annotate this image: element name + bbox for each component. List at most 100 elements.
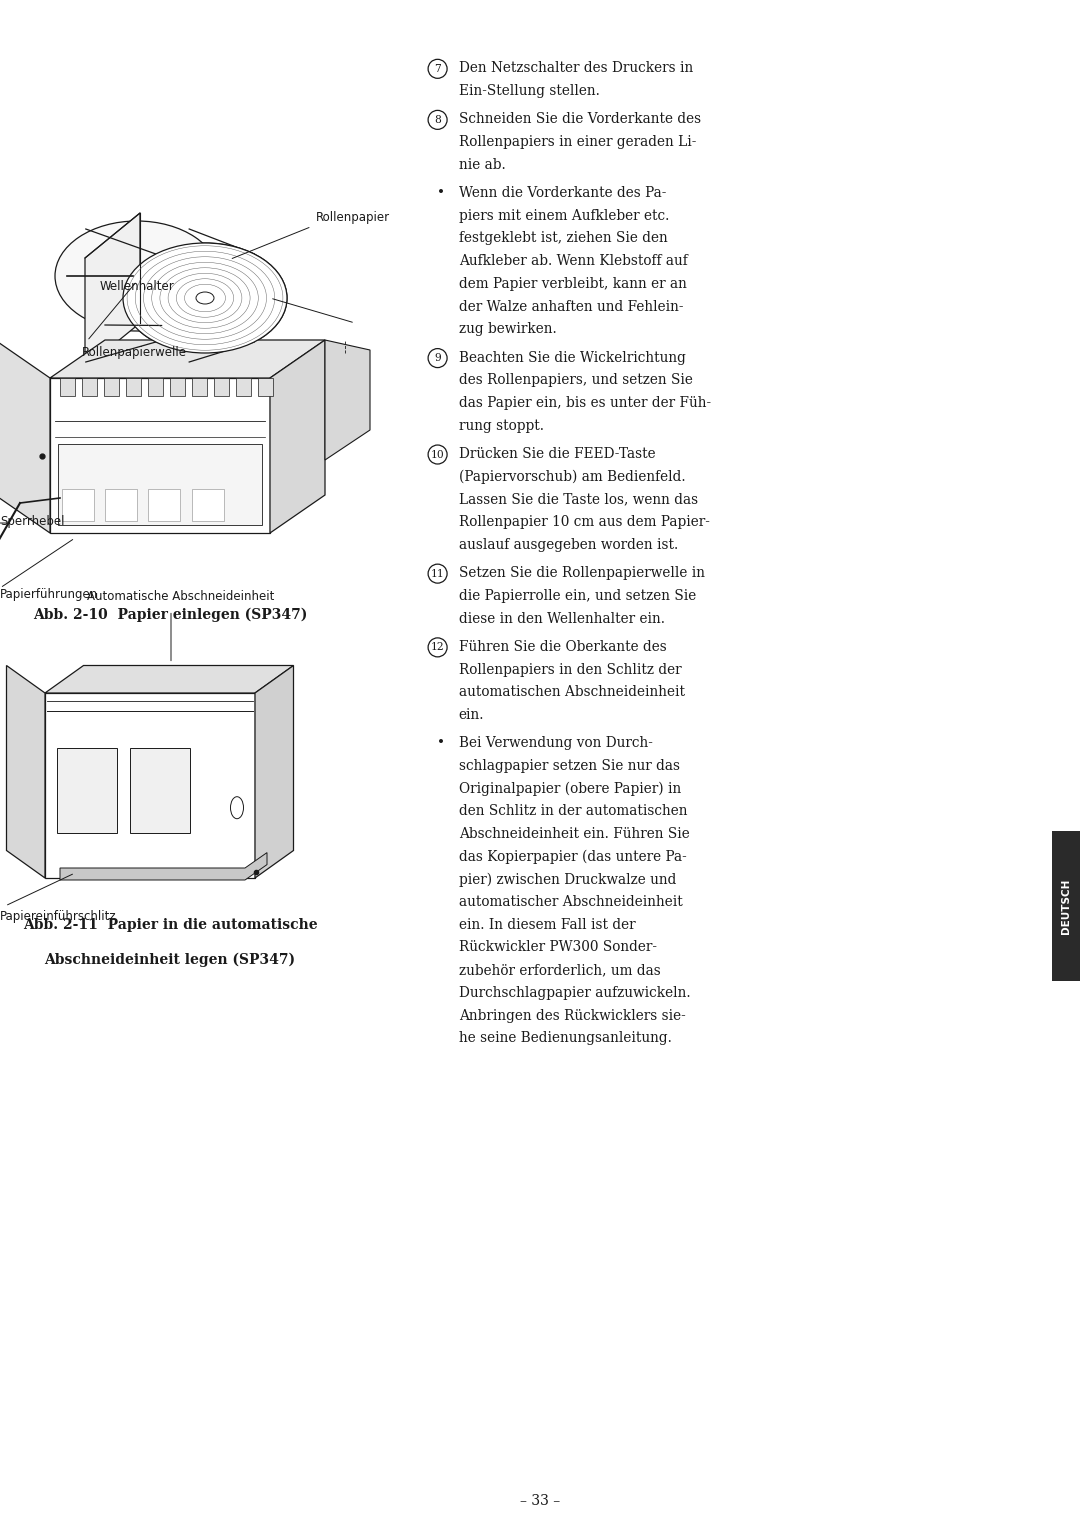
Text: Bei Verwendung von Durch-: Bei Verwendung von Durch- [459,736,652,750]
Text: Rückwickler PW300 Sonder-: Rückwickler PW300 Sonder- [459,941,657,955]
Text: 9: 9 [434,353,441,363]
Text: 8: 8 [434,115,441,124]
Text: (Papiervorschub) am Bedienfeld.: (Papiervorschub) am Bedienfeld. [459,469,685,484]
Text: Rollenpapier: Rollenpapier [315,210,390,224]
Text: 7: 7 [434,64,441,74]
Text: Automatische Abschneideinheit: Automatische Abschneideinheit [87,590,274,604]
Polygon shape [255,665,294,878]
Text: Abschneideinheit ein. Führen Sie: Abschneideinheit ein. Führen Sie [459,828,689,842]
Text: das Kopierpapier (das untere Pa-: das Kopierpapier (das untere Pa- [459,849,687,865]
Text: Schneiden Sie die Vorderkante des: Schneiden Sie die Vorderkante des [459,112,701,126]
Bar [237,379,251,396]
Text: zubehör erforderlich, um das: zubehör erforderlich, um das [459,963,660,977]
Text: pier) zwischen Druckwalze und: pier) zwischen Druckwalze und [459,872,676,886]
Text: piers mit einem Aufkleber etc.: piers mit einem Aufkleber etc. [459,208,669,222]
Text: Aufkleber ab. Wenn Klebstoff auf: Aufkleber ab. Wenn Klebstoff auf [459,254,687,268]
Text: dem Papier verbleibt, kann er an: dem Papier verbleibt, kann er an [459,277,687,291]
Text: festgeklebt ist, ziehen Sie den: festgeklebt ist, ziehen Sie den [459,231,667,245]
Text: •: • [436,185,445,201]
Text: Abb. 2-11  Papier in die automatische: Abb. 2-11 Papier in die automatische [23,918,318,932]
Ellipse shape [123,244,287,353]
Bar [258,379,273,396]
Text: •: • [436,736,445,750]
Polygon shape [85,213,140,368]
Text: Abschneideinheit legen (SP347): Abschneideinheit legen (SP347) [44,954,296,967]
Text: – 33 –: – 33 – [519,1495,561,1508]
Text: Originalpapier (obere Papier) in: Originalpapier (obere Papier) in [459,782,680,796]
Text: Abb. 2-10  Papier einlegen (SP347): Abb. 2-10 Papier einlegen (SP347) [32,609,307,622]
Ellipse shape [195,291,214,304]
Text: Setzen Sie die Rollenpapierwelle in: Setzen Sie die Rollenpapierwelle in [459,566,704,579]
Text: Führen Sie die Oberkante des: Führen Sie die Oberkante des [459,639,666,655]
Bar [214,379,229,396]
Bar [62,489,94,521]
Text: nie ab.: nie ab. [459,158,505,172]
Text: Rollenpapierwelle: Rollenpapierwelle [82,346,187,359]
Text: schlagpapier setzen Sie nur das: schlagpapier setzen Sie nur das [459,759,679,773]
Text: 11: 11 [431,569,445,578]
Text: automatischen Abschneideinheit: automatischen Abschneideinheit [459,685,685,699]
Polygon shape [60,852,267,880]
Text: automatischer Abschneideinheit: automatischer Abschneideinheit [459,895,683,909]
Text: Rollenpapier 10 cm aus dem Papier-: Rollenpapier 10 cm aus dem Papier- [459,515,710,529]
Bar [192,489,224,521]
Text: diese in den Wellenhalter ein.: diese in den Wellenhalter ein. [459,612,664,625]
Bar [126,379,141,396]
Text: die Papierrolle ein, und setzen Sie: die Papierrolle ein, und setzen Sie [459,589,696,602]
Text: 10: 10 [431,449,445,460]
Bar [57,748,117,832]
Text: Anbringen des Rückwicklers sie-: Anbringen des Rückwicklers sie- [459,1009,686,1023]
Text: Den Netzschalter des Druckers in: Den Netzschalter des Druckers in [459,61,693,75]
Bar [60,379,75,396]
Text: Rollenpapiers in den Schlitz der: Rollenpapiers in den Schlitz der [459,662,681,676]
Bar [105,489,137,521]
Text: DEUTSCH: DEUTSCH [1061,878,1071,934]
Bar [1052,831,1080,981]
Text: Rollenpapiers in einer geraden Li-: Rollenpapiers in einer geraden Li- [459,135,696,149]
Text: Papiereinführschlitz: Papiereinführschlitz [0,911,117,923]
Text: der Walze anhaften und Fehlein-: der Walze anhaften und Fehlein- [459,299,684,314]
Bar [45,693,255,878]
Text: das Papier ein, bis es unter der Füh-: das Papier ein, bis es unter der Füh- [459,396,711,409]
Bar [82,379,97,396]
Circle shape [428,110,447,129]
Bar [58,445,262,524]
Polygon shape [270,340,325,533]
Bar [170,379,185,396]
Text: Sperrhebel: Sperrhebel [0,515,65,527]
Text: des Rollenpapiers, und setzen Sie: des Rollenpapiers, und setzen Sie [459,374,692,388]
Circle shape [428,638,447,656]
Ellipse shape [123,244,287,353]
Text: Wenn die Vorderkante des Pa-: Wenn die Vorderkante des Pa- [459,185,666,201]
Ellipse shape [55,221,219,331]
Text: 12: 12 [431,642,444,653]
Bar [50,379,270,533]
Text: ein.: ein. [459,708,484,722]
Text: auslauf ausgegeben worden ist.: auslauf ausgegeben worden ist. [459,538,678,552]
Text: Durchschlagpapier aufzuwickeln.: Durchschlagpapier aufzuwickeln. [459,986,690,1000]
Polygon shape [325,340,370,460]
Polygon shape [6,665,45,878]
Text: den Schlitz in der automatischen: den Schlitz in der automatischen [459,805,687,819]
Text: Papierführungen: Papierführungen [0,589,98,601]
Text: he seine Bedienungsanleitung.: he seine Bedienungsanleitung. [459,1032,672,1046]
Polygon shape [0,340,50,533]
Circle shape [428,348,447,368]
Circle shape [428,445,447,464]
Text: Ein-Stellung stellen.: Ein-Stellung stellen. [459,84,599,98]
Bar [130,748,190,832]
Polygon shape [45,665,294,693]
Text: Drücken Sie die FEED-Taste: Drücken Sie die FEED-Taste [459,448,656,461]
Circle shape [428,564,447,583]
Bar [104,379,119,396]
Ellipse shape [195,291,214,304]
Circle shape [428,60,447,78]
Text: Lassen Sie die Taste los, wenn das: Lassen Sie die Taste los, wenn das [459,492,698,506]
Bar [192,379,207,396]
Text: Beachten Sie die Wickelrichtung: Beachten Sie die Wickelrichtung [459,351,686,365]
Bar [148,489,180,521]
Ellipse shape [230,797,243,819]
Bar [148,379,163,396]
Text: ein. In diesem Fall ist der: ein. In diesem Fall ist der [459,918,635,932]
Polygon shape [50,340,325,379]
